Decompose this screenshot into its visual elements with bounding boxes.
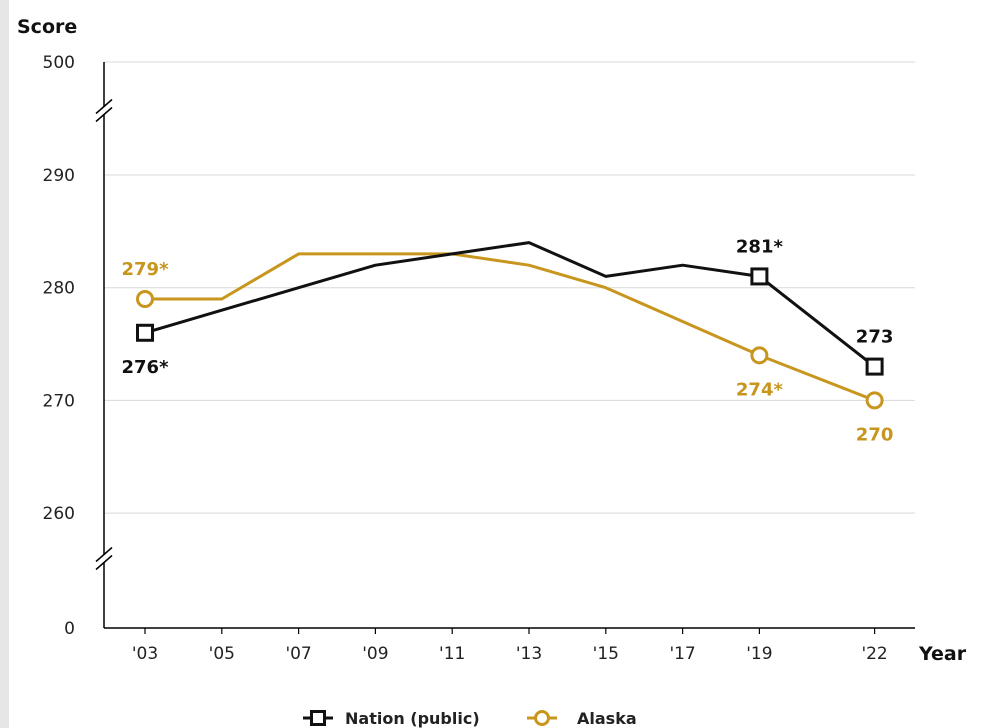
- x-tick-label: '11: [439, 644, 465, 664]
- data-label-alaska: 279*: [122, 259, 170, 280]
- legend-item-nation: Nation (public): [303, 709, 480, 728]
- data-point-alaska: [750, 346, 769, 365]
- axis-break-mark: [95, 98, 113, 115]
- y-tick-label: 290: [43, 166, 75, 186]
- data-point-nation: [865, 357, 884, 376]
- data-point-nation: [136, 323, 154, 342]
- y-tick-label: 270: [43, 391, 75, 411]
- series-line-alaska: [145, 252, 876, 402]
- x-tick-label: '13: [516, 644, 542, 664]
- data-label-alaska: 270: [856, 424, 894, 445]
- data-label-nation: 273: [856, 327, 894, 348]
- x-tick-label: '09: [362, 644, 388, 664]
- data-point-nation: [750, 267, 769, 286]
- data-label-nation: 276*: [122, 357, 170, 378]
- x-tick-label: '22: [861, 644, 887, 664]
- data-point-alaska: [136, 289, 154, 308]
- y-tick-label: 280: [43, 279, 75, 299]
- left-border: [0, 0, 9, 728]
- legend-label: Nation (public): [345, 709, 480, 728]
- x-tick-label: '05: [209, 644, 235, 664]
- y-axis-title: Score: [17, 16, 77, 38]
- legend-marker-square: [310, 710, 326, 726]
- x-tick-label: '03: [132, 644, 158, 664]
- y-tick-label: 0: [64, 619, 75, 639]
- x-tick-label: '19: [746, 644, 772, 664]
- axis-break-mark: [95, 554, 113, 571]
- x-axis-title: Year: [918, 643, 967, 665]
- y-tick-label: 260: [43, 504, 75, 524]
- legend-label: Alaska: [577, 709, 637, 728]
- data-point-alaska: [865, 391, 884, 410]
- y-tick-label: 500: [43, 53, 75, 73]
- data-label-nation: 281*: [736, 236, 784, 257]
- series-line-nation: [144, 241, 876, 368]
- axis-break-mark: [95, 106, 113, 123]
- data-label-alaska: 274*: [736, 379, 784, 400]
- axis-break-mark: [95, 546, 113, 563]
- x-tick-label: '07: [285, 644, 311, 664]
- legend-marker-circle: [534, 710, 550, 726]
- legend-item-alaska: Alaska: [527, 709, 637, 728]
- x-tick-label: '17: [669, 644, 695, 664]
- x-tick-label: '15: [593, 644, 619, 664]
